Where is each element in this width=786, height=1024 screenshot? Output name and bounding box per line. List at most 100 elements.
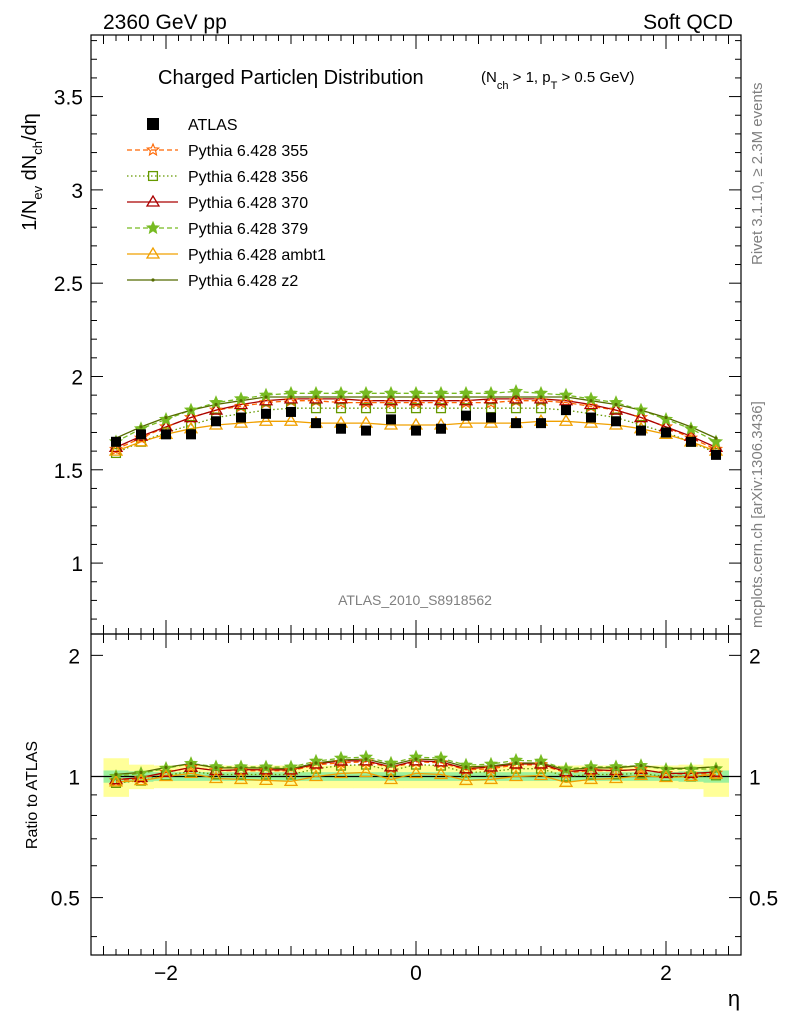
series-3-point [408,393,424,406]
series-6-point [239,399,243,403]
atlas-data-point [311,418,321,429]
series-6-point [414,395,418,399]
y-tick-label: 1.5 [54,460,83,483]
main-ticks: 1 1.5 2 2.5 3 3.5 [54,35,741,634]
ratio-5-point [183,766,199,779]
atlas-data-point [161,429,171,440]
atlas-data-point [611,416,621,427]
ratio-5-point [608,771,624,784]
series-6-point [264,395,268,399]
ratio-5-point [158,769,174,782]
series-6-point [189,408,193,412]
ratio-6-point [139,770,143,774]
ratio-6-point [464,765,468,769]
ratio-y-tick-label-right: 2 [749,645,761,668]
ratio-6-point [589,766,593,770]
ylab-a-sub: ev [30,185,45,199]
legend-marker [147,118,159,130]
analysis-watermark: ATLAS_2010_S8918562 [338,592,492,608]
mcplots-label: mcplots.cern.ch [arXiv:1306.3436] [749,401,766,628]
series-6-point [214,402,218,407]
x-tick-label: 0 [410,962,422,985]
series-2-point [335,403,347,414]
legend-label: Pythia 6.428 z2 [188,273,298,290]
ratio-6-point [289,767,293,771]
ylab-c: /dη [19,113,41,141]
series-6-point [439,395,443,399]
ratio-6-point [414,757,418,761]
series-6-point [714,436,718,440]
series-6-point [539,395,543,399]
ratio-5-point [483,772,499,785]
series-6-point [389,395,393,399]
ratio-6-point [389,763,393,767]
ratio-5-point [408,766,424,779]
ratio-y-tick-label-right: 0.5 [749,888,778,911]
series-6-point [689,425,693,429]
ylab-b: dN [19,155,41,186]
ratio-6-point [514,761,518,765]
atlas-data-point [136,429,146,440]
ratio-6-point [339,758,343,762]
ratio-6-point [364,757,368,761]
ratio-5-point [583,772,599,785]
series-6-point [139,425,143,429]
ratio-5-point [633,768,649,781]
atlas-data-point [511,418,521,429]
legend-marker [145,194,161,207]
atlas-data-point [486,412,496,423]
ratio-5-point [233,772,249,785]
ratio-5-point [533,768,549,781]
legend-label: Pythia 6.428 379 [188,221,308,238]
cond-open: ( [481,69,486,86]
series-3-point [208,402,224,415]
atlas-data-point [286,406,296,417]
series-2-point [360,403,372,414]
legend: ATLAS Pythia 6.428 355 Pythia 6.428 356 Pyt… [127,117,326,290]
ratio-6-point [489,764,493,768]
series-5-point [458,415,474,428]
ratio-5-point [558,775,574,787]
cond-n-sub: ch [497,80,509,92]
ratio-5-point [658,770,674,783]
atlas-data-point [211,416,221,427]
series-2-point [310,403,322,414]
main-title: Charged Particleη Distribution [158,67,424,89]
ratio-6-point [714,765,718,769]
series-6-point [639,408,643,412]
series-4-point [508,383,524,398]
ratio-6-point [239,766,243,770]
main-plot-area [108,383,724,460]
series-6-point [364,395,368,399]
series-5-point [558,414,574,426]
series-5-point [283,414,299,426]
header-right: Soft QCD [643,11,733,34]
legend-marker [147,170,159,182]
ratio-6-point [189,761,193,766]
ratio-5-point [108,774,124,787]
atlas-data-point [336,423,346,434]
rivet-label: Rivet 3.1.10, ≥ 2.3M events [749,83,766,266]
legend-label: Pythia 6.428 355 [188,143,308,160]
legend-marker [151,278,155,282]
ratio-6-point [214,766,218,770]
ratio-y-tick-label: 0.5 [51,888,80,911]
cond-n-rest: > 1, p [508,69,550,86]
ratio-1-point [183,759,199,774]
main-title-conditions: (Nch > 1, pT > 0.5 GeV) [481,69,634,92]
series-3-point [383,393,399,406]
ratio-6-point [614,766,618,770]
ratio-6-point [664,766,668,771]
ratio-y-tick-label-right: 1 [749,766,761,789]
series-line-3 [115,398,717,448]
legend-label: Pythia 6.428 ambt1 [188,247,326,264]
ratio-5-point [208,771,224,784]
atlas-data-point [711,449,721,460]
series-5-point [133,434,149,447]
ratio-5-point [433,767,449,780]
header-left: 2360 GeV pp [103,11,227,34]
series-6-point [164,415,168,420]
ratio-plot-area [91,749,741,797]
cond-p-sub: T [551,80,558,92]
series-3-point [433,393,449,406]
